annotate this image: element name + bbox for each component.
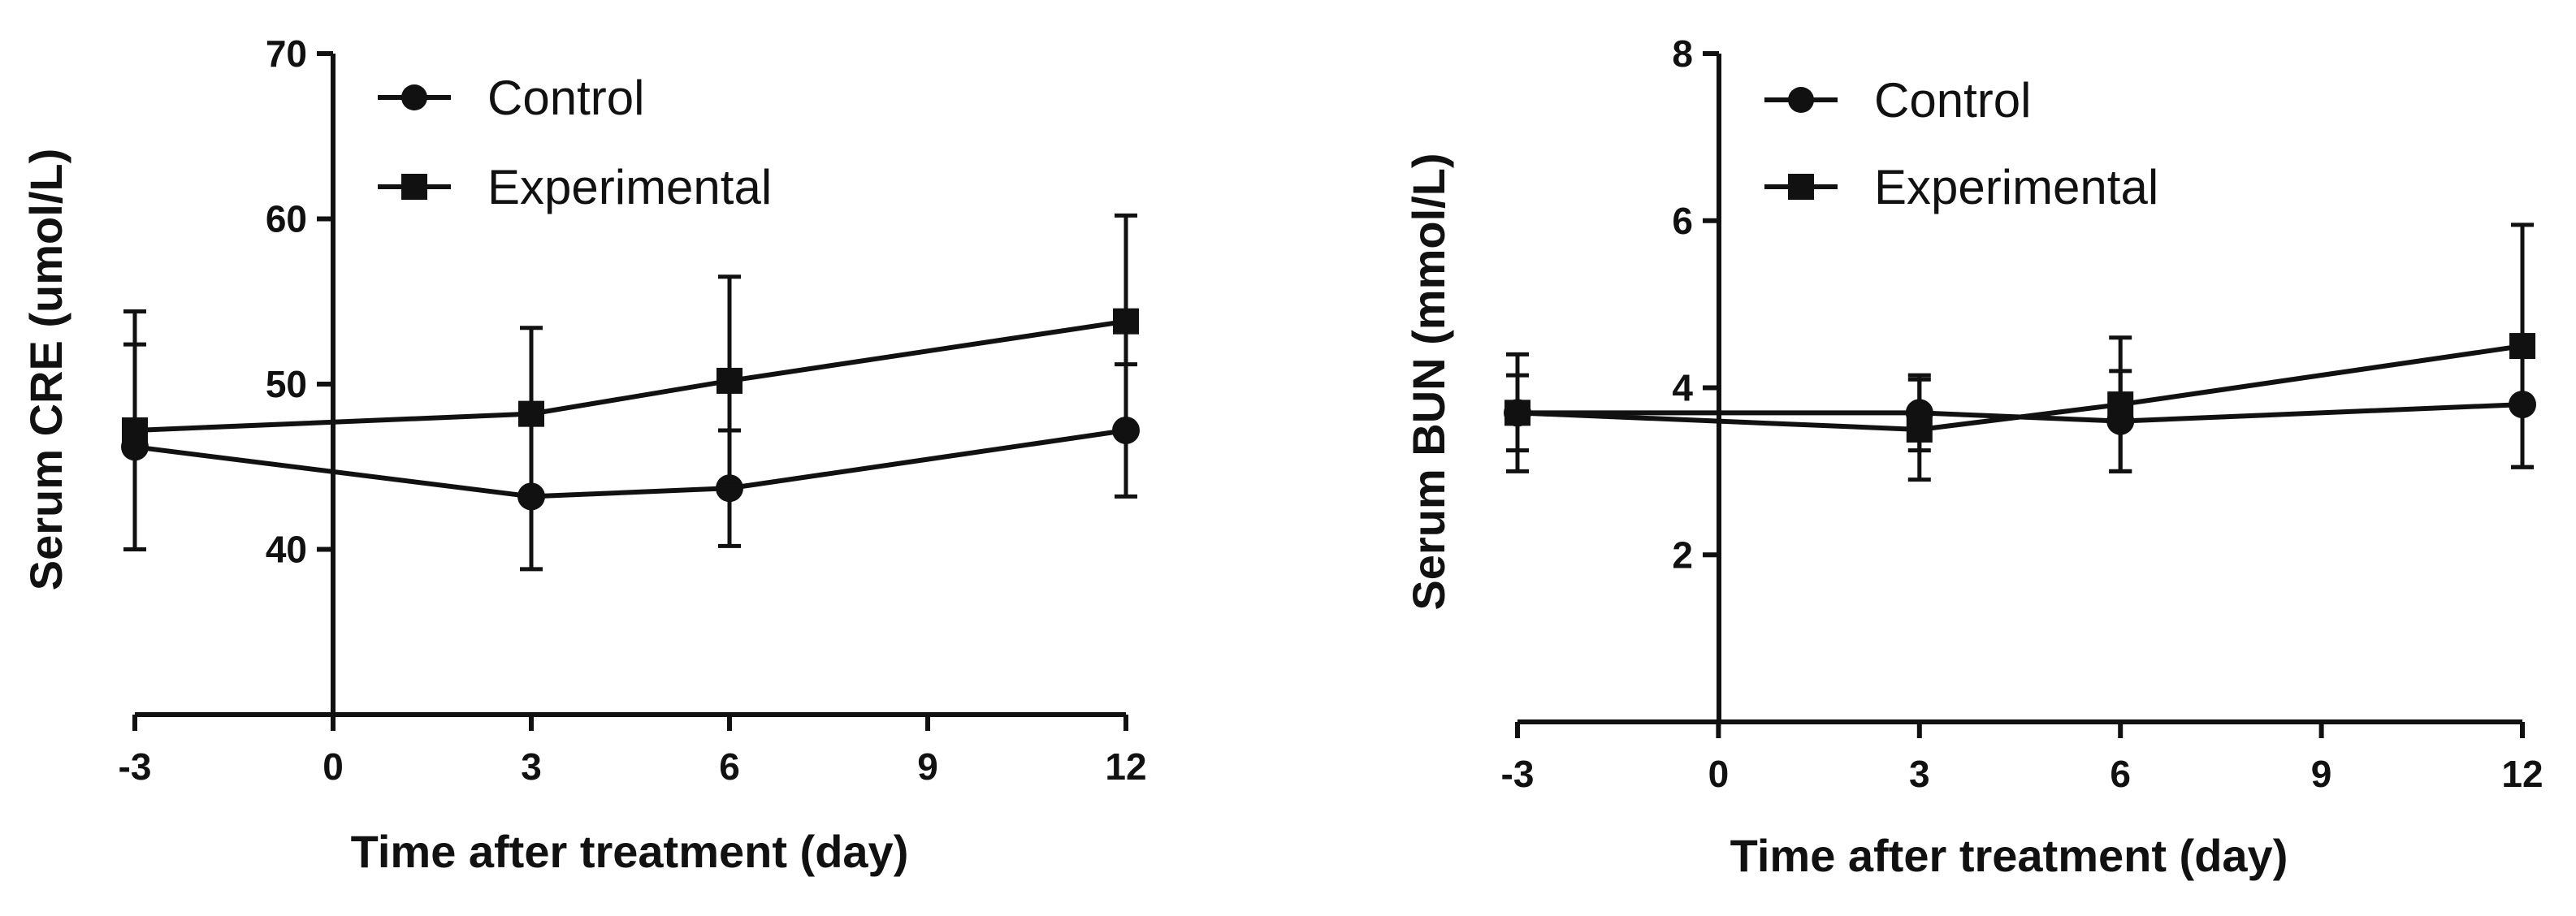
x-tick-label: 9 [917,745,938,788]
series-group [1504,223,2536,482]
y-tick-label: 60 [266,198,307,240]
y-tick-label: 70 [266,32,307,75]
legend-marker-experimental [401,174,427,200]
chart-panel-bun: -3 0 3 6 9 12 2 4 6 8 Control Experimental Time a… [1403,32,2544,881]
data-point-experimental [2107,391,2134,418]
series-group [121,213,1140,572]
series-line-experimental [1517,344,2523,432]
y-tick-label: 2 [1672,534,1693,576]
legend: Control Experimental [1764,73,2158,214]
data-point-experimental [1113,308,1139,335]
x-tick-label: 9 [2311,753,2332,795]
y-tick-label: 4 [1672,367,1693,409]
legend: Control Experimental [378,71,772,214]
x-axis-title: Time after treatment (day) [1730,830,2288,881]
data-point-experimental [1906,416,1933,443]
x-axis-title: Time after treatment (day) [351,826,909,877]
data-point-experimental [717,367,742,394]
y-axis-title: Serum CRE (umol/L) [20,149,71,590]
legend-label-experimental: Experimental [1874,160,2158,214]
legend-marker-experimental [1788,174,1814,200]
data-point-experimental [1504,400,1530,426]
legend-label-experimental: Experimental [487,160,772,214]
data-point-experimental [2509,333,2535,360]
x-tick-label: 12 [2501,753,2543,795]
data-point-control [716,474,743,503]
data-point-experimental [518,400,544,427]
x-tick-label: 3 [521,745,542,788]
series-line-control [134,428,1127,499]
x-tick-label: 12 [1105,745,1146,788]
y-axis-title: Serum BUN (mmol/L) [1403,153,1454,610]
x-tick-label: 0 [1708,753,1730,795]
data-point-control [1112,416,1140,444]
legend-label-control: Control [487,71,644,125]
x-tick-label: 6 [2110,753,2131,795]
chart-panel-cre: -3 0 3 6 9 12 40 50 60 70 Control Experimental Ti… [20,32,1147,877]
x-tick-label: 0 [323,745,344,788]
x-tick-label: 3 [1909,753,1930,795]
axes: -3 0 3 6 9 12 40 50 60 70 [119,32,1147,788]
y-tick-label: 6 [1672,200,1693,242]
legend-label-control: Control [1874,73,2031,127]
x-tick-label: -3 [1501,753,1535,795]
legend-marker-control [401,84,427,110]
x-tick-label: -3 [119,745,152,788]
y-tick-label: 50 [266,363,307,405]
x-tick-label: 6 [719,745,740,788]
axes: -3 0 3 6 9 12 2 4 6 8 [1501,32,2544,795]
legend-marker-control [1788,87,1814,113]
series-line-experimental [134,318,1127,433]
y-tick-label: 40 [266,529,307,571]
data-point-experimental [122,417,148,443]
y-tick-label: 8 [1672,32,1693,75]
